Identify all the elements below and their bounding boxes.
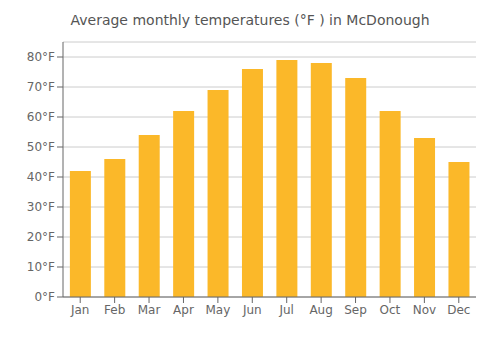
svg-text:20°F: 20°F xyxy=(27,230,55,244)
svg-text:10°F: 10°F xyxy=(27,260,55,274)
svg-text:Dec: Dec xyxy=(447,303,470,317)
svg-text:Aug: Aug xyxy=(309,303,332,317)
svg-text:Mar: Mar xyxy=(138,303,161,317)
svg-text:Nov: Nov xyxy=(413,303,436,317)
svg-text:50°F: 50°F xyxy=(27,140,55,154)
svg-text:70°F: 70°F xyxy=(27,80,55,94)
svg-text:Jul: Jul xyxy=(278,303,293,317)
html-text:Average monthly temperatures (: Average monthly temperatures (°F ) in Mc… xyxy=(70,12,430,28)
svg-text:Apr: Apr xyxy=(173,303,194,317)
svg-text:Feb: Feb xyxy=(104,303,125,317)
svg-text:Oct: Oct xyxy=(380,303,401,317)
svg-text:80°F: 80°F xyxy=(27,50,55,64)
svg-text:60°F: 60°F xyxy=(27,110,55,124)
svg-text:Sep: Sep xyxy=(344,303,367,317)
svg-text:30°F: 30°F xyxy=(27,200,55,214)
svg-text:Jan: Jan xyxy=(70,303,90,317)
svg-text:0°F: 0°F xyxy=(34,290,55,304)
svg-text:40°F: 40°F xyxy=(27,170,55,184)
svg-text:Jun: Jun xyxy=(242,303,262,317)
svg-text:May: May xyxy=(205,303,230,317)
